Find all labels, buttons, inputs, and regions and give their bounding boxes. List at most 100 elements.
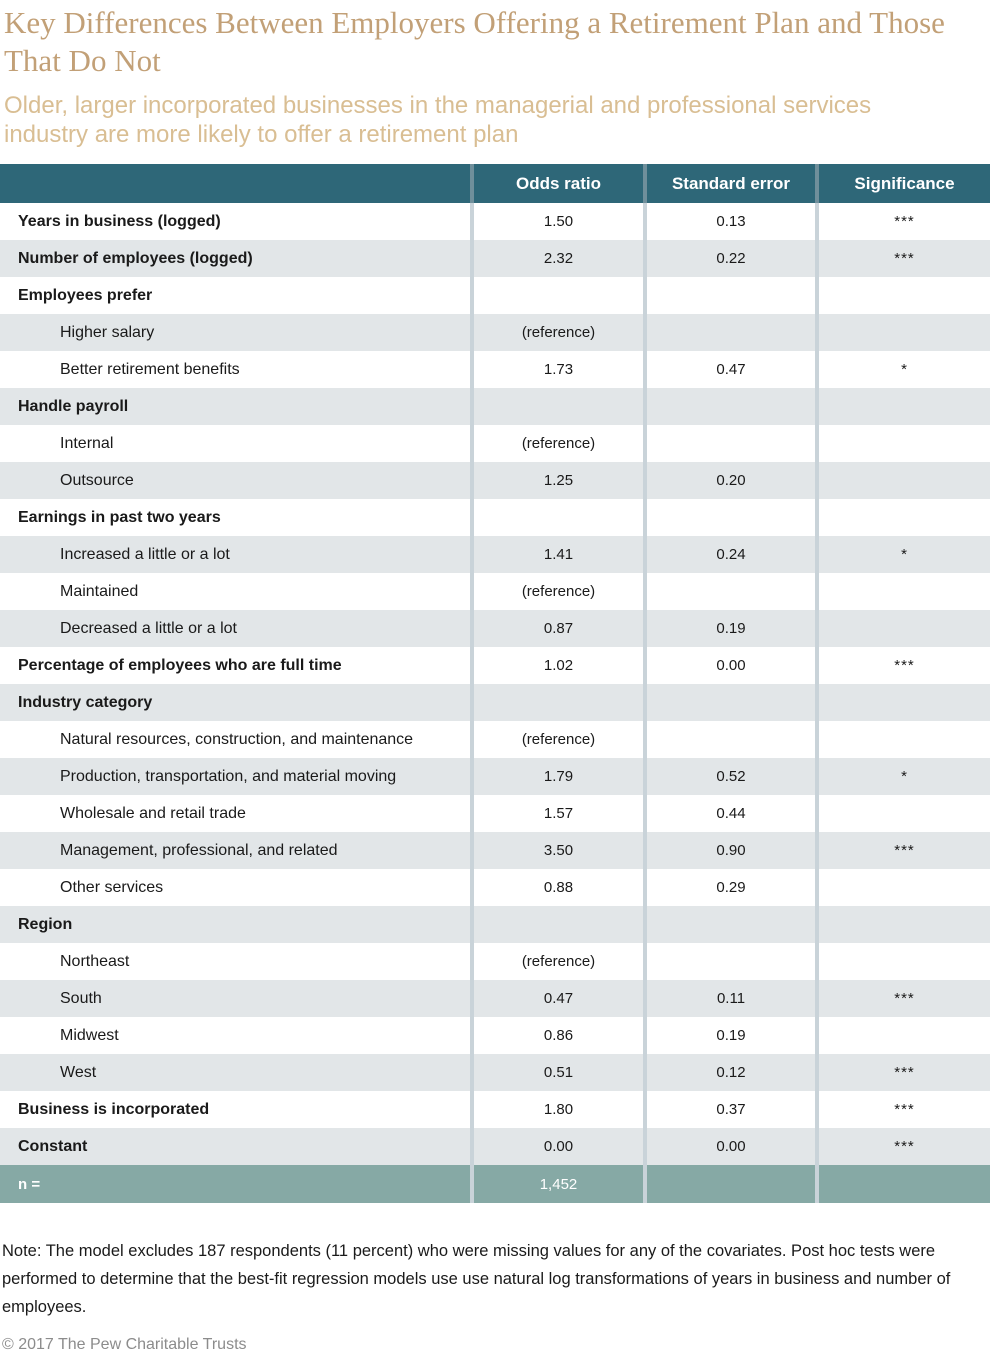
table-row: Region xyxy=(0,906,990,943)
table-row: Northeast (reference) xyxy=(0,943,990,980)
odds-ratio-cell: 1.25 xyxy=(470,462,643,499)
table-row: Decreased a little or a lot 0.87 0.19 xyxy=(0,610,990,647)
row-label-cell: Percentage of employees who are full tim… xyxy=(0,647,470,684)
odds-ratio-cell: (reference) xyxy=(470,943,643,980)
table-row: Earnings in past two years xyxy=(0,499,990,536)
standard-error-cell: 0.90 xyxy=(643,832,815,869)
significance-cell xyxy=(815,943,990,980)
standard-error-cell: 0.20 xyxy=(643,462,815,499)
standard-error-cell: 0.19 xyxy=(643,610,815,647)
significance-cell: *** xyxy=(815,1091,990,1128)
column-header-significance: Significance xyxy=(815,164,990,203)
odds-ratio-cell xyxy=(470,277,643,314)
n-empty-cell-se xyxy=(643,1165,815,1203)
row-label-cell: Increased a little or a lot xyxy=(0,536,470,573)
table-row: South 0.47 0.11 *** xyxy=(0,980,990,1017)
table-row: Wholesale and retail trade 1.57 0.44 xyxy=(0,795,990,832)
significance-cell: *** xyxy=(815,1128,990,1165)
row-label-cell: Years in business (logged) xyxy=(0,203,470,240)
odds-ratio-cell: 1.02 xyxy=(470,647,643,684)
table-row: Natural resources, construction, and mai… xyxy=(0,721,990,758)
table-header-row: Odds ratio Standard error Significance xyxy=(0,164,990,203)
significance-cell xyxy=(815,573,990,610)
significance-cell xyxy=(815,1017,990,1054)
empty-header-cell xyxy=(0,164,470,203)
table-body: Years in business (logged) 1.50 0.13 *** Num… xyxy=(0,203,990,1165)
standard-error-cell: 0.00 xyxy=(643,1128,815,1165)
table-row: Industry category xyxy=(0,684,990,721)
odds-ratio-cell: 0.88 xyxy=(470,869,643,906)
significance-cell xyxy=(815,388,990,425)
table-row: Years in business (logged) 1.50 0.13 *** xyxy=(0,203,990,240)
standard-error-cell xyxy=(643,499,815,536)
significance-cell xyxy=(815,906,990,943)
odds-ratio-cell: 3.50 xyxy=(470,832,643,869)
row-label-cell: Constant xyxy=(0,1128,470,1165)
table-row: Percentage of employees who are full tim… xyxy=(0,647,990,684)
significance-cell: * xyxy=(815,758,990,795)
standard-error-cell: 0.52 xyxy=(643,758,815,795)
odds-ratio-cell xyxy=(470,388,643,425)
significance-cell xyxy=(815,499,990,536)
standard-error-cell: 0.00 xyxy=(643,647,815,684)
odds-ratio-cell xyxy=(470,499,643,536)
odds-ratio-cell: 0.86 xyxy=(470,1017,643,1054)
row-label-cell: Earnings in past two years xyxy=(0,499,470,536)
standard-error-cell xyxy=(643,573,815,610)
odds-ratio-cell: 1.79 xyxy=(470,758,643,795)
n-value-cell: 1,452 xyxy=(470,1165,643,1203)
row-label-cell: Region xyxy=(0,906,470,943)
column-header-standard-error: Standard error xyxy=(643,164,815,203)
significance-cell: *** xyxy=(815,980,990,1017)
row-label-cell: Outsource xyxy=(0,462,470,499)
row-label-cell: Production, transportation, and material… xyxy=(0,758,470,795)
standard-error-cell xyxy=(643,314,815,351)
table-row: Better retirement benefits 1.73 0.47 * xyxy=(0,351,990,388)
table-row: Increased a little or a lot 1.41 0.24 * xyxy=(0,536,990,573)
standard-error-cell: 0.29 xyxy=(643,869,815,906)
standard-error-cell xyxy=(643,943,815,980)
table-row: West 0.51 0.12 *** xyxy=(0,1054,990,1091)
significance-cell: *** xyxy=(815,647,990,684)
significance-cell xyxy=(815,721,990,758)
row-label-cell: Other services xyxy=(0,869,470,906)
table-row: Outsource 1.25 0.20 xyxy=(0,462,990,499)
table-row: Higher salary (reference) xyxy=(0,314,990,351)
table-row: Number of employees (logged) 2.32 0.22 *** xyxy=(0,240,990,277)
odds-ratio-cell: 0.87 xyxy=(470,610,643,647)
row-label-cell: Handle payroll xyxy=(0,388,470,425)
row-label-cell: West xyxy=(0,1054,470,1091)
copyright-text: © 2017 The Pew Charitable Trusts xyxy=(2,1336,247,1353)
standard-error-cell xyxy=(643,684,815,721)
page-title: Key Differences Between Employers Offeri… xyxy=(4,5,945,78)
row-label-cell: South xyxy=(0,980,470,1017)
standard-error-cell: 0.12 xyxy=(643,1054,815,1091)
significance-cell xyxy=(815,869,990,906)
odds-ratio-cell: 1.73 xyxy=(470,351,643,388)
standard-error-cell xyxy=(643,388,815,425)
standard-error-cell: 0.24 xyxy=(643,536,815,573)
note-text: Note: The model excludes 187 respondents… xyxy=(2,1242,951,1316)
row-label-cell: Decreased a little or a lot xyxy=(0,610,470,647)
n-empty-cell-sig xyxy=(815,1165,990,1203)
table-row: Employees prefer xyxy=(0,277,990,314)
standard-error-cell xyxy=(643,277,815,314)
table-row: Business is incorporated 1.80 0.37 *** xyxy=(0,1091,990,1128)
odds-ratio-cell: (reference) xyxy=(470,425,643,462)
table-row: Constant 0.00 0.00 *** xyxy=(0,1128,990,1165)
row-label-cell: Maintained xyxy=(0,573,470,610)
odds-ratio-cell xyxy=(470,684,643,721)
odds-ratio-cell: 0.51 xyxy=(470,1054,643,1091)
row-label-cell: Better retirement benefits xyxy=(0,351,470,388)
significance-cell: *** xyxy=(815,203,990,240)
row-label-cell: Northeast xyxy=(0,943,470,980)
odds-ratio-cell: 1.50 xyxy=(470,203,643,240)
odds-ratio-cell xyxy=(470,906,643,943)
table-row: Maintained (reference) xyxy=(0,573,990,610)
sample-size-row: n = 1,452 xyxy=(0,1165,990,1203)
table-row: Management, professional, and related 3.5… xyxy=(0,832,990,869)
significance-cell xyxy=(815,795,990,832)
standard-error-cell: 0.44 xyxy=(643,795,815,832)
row-label-cell: Business is incorporated xyxy=(0,1091,470,1128)
